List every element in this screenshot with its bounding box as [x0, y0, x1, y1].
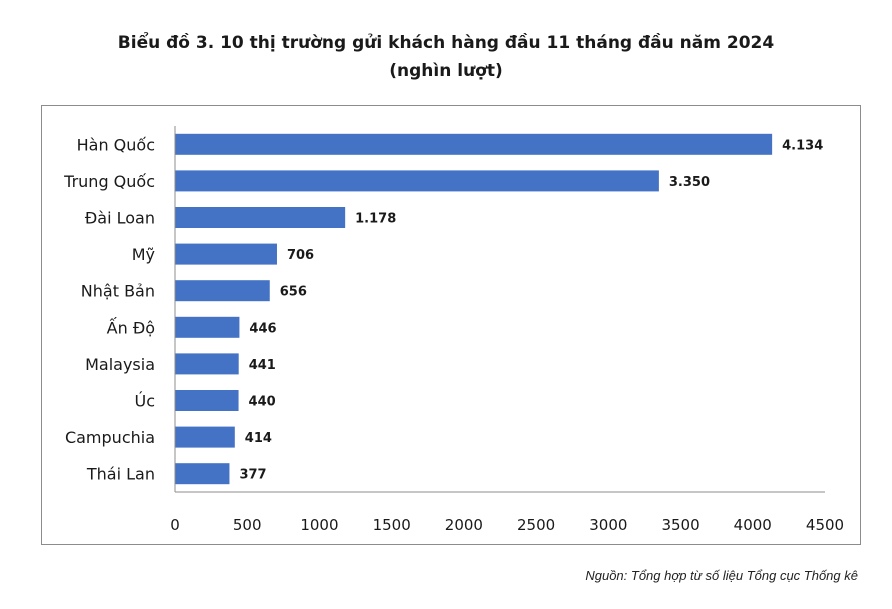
chart-title-block: Biểu đồ 3. 10 thị trường gửi khách hàng …	[0, 29, 892, 85]
category-label: Hàn Quốc	[77, 135, 155, 154]
category-label: Nhật Bản	[81, 282, 155, 301]
data-label: 3.350	[669, 175, 710, 190]
bar	[175, 207, 346, 228]
source-note: Nguồn: Tổng hợp từ số liệu Tổng cục Thốn…	[585, 568, 858, 583]
data-label: 414	[245, 431, 272, 446]
data-label: 440	[249, 395, 276, 410]
x-tick-label: 3000	[589, 516, 627, 534]
data-label: 441	[249, 358, 276, 373]
category-label: Trung Quốc	[63, 172, 155, 191]
x-tick-label: 2000	[445, 516, 483, 534]
bar	[175, 170, 659, 192]
bar	[175, 463, 230, 485]
category-label: Ấn Độ	[107, 316, 155, 337]
bar	[175, 316, 240, 338]
data-label: 656	[280, 285, 307, 300]
category-label: Mỹ	[132, 245, 155, 264]
data-label: 446	[249, 321, 276, 336]
x-tick-label: 1000	[300, 516, 338, 534]
category-label: Thái Lan	[86, 465, 155, 484]
bar	[175, 426, 235, 448]
chart-frame	[41, 105, 861, 545]
bar	[175, 390, 239, 411]
x-tick-label: 4000	[734, 516, 772, 534]
bar	[175, 133, 773, 155]
data-label: 706	[287, 248, 314, 263]
x-tick-label: 1500	[373, 516, 411, 534]
data-label: 377	[239, 468, 266, 483]
category-label: Đài Loan	[85, 209, 155, 228]
data-label: 1.178	[355, 212, 396, 227]
x-tick-label: 3500	[661, 516, 699, 534]
bar	[175, 353, 239, 375]
x-tick-label: 4500	[806, 516, 844, 534]
category-label: Úc	[134, 392, 155, 411]
chart-title: Biểu đồ 3. 10 thị trường gửi khách hàng …	[117, 33, 775, 53]
category-label: Malaysia	[85, 355, 155, 374]
bar	[175, 243, 277, 265]
x-tick-label: 500	[233, 516, 262, 534]
category-label: Campuchia	[65, 428, 155, 447]
x-tick-label: 2500	[517, 516, 555, 534]
bar	[175, 280, 270, 302]
chart-subtitle: (nghìn lượt)	[389, 61, 503, 81]
data-label: 4.134	[782, 138, 823, 153]
x-tick-label: 0	[170, 516, 180, 534]
